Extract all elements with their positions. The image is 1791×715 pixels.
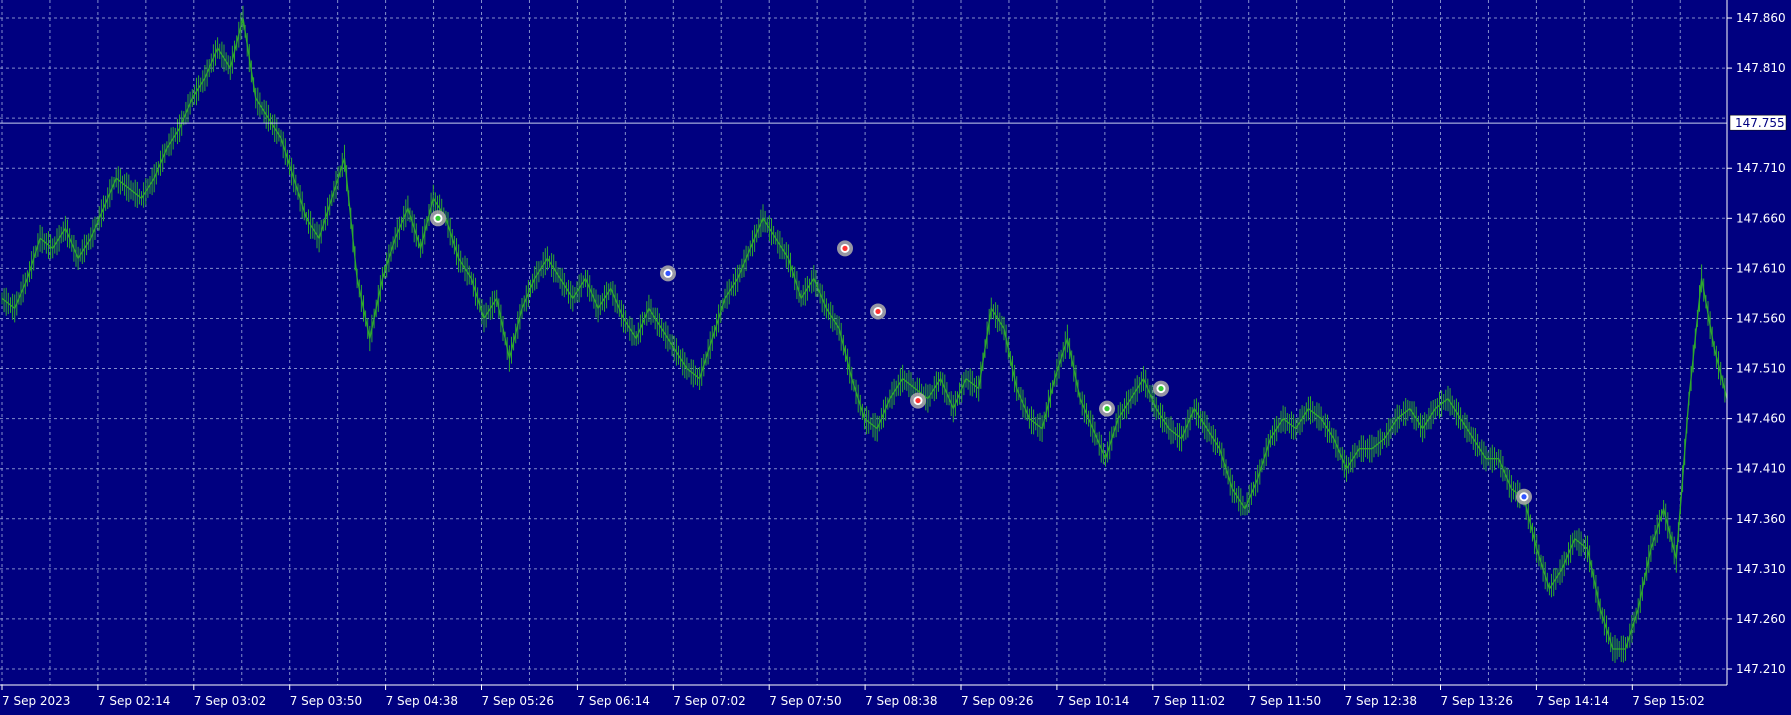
y-tick-label: 147.660 xyxy=(1736,211,1786,225)
current-price-layer: 147.755 xyxy=(0,114,1787,131)
y-tick-label: 147.210 xyxy=(1736,662,1786,676)
y-tick-label: 147.710 xyxy=(1736,161,1786,175)
trade-marker-dot xyxy=(915,397,921,404)
trade-marker-dot xyxy=(842,245,848,251)
x-tick-label: 7 Sep 11:02 xyxy=(1153,694,1225,708)
trade-marker-dot xyxy=(875,308,881,315)
x-tick-label: 7 Sep 07:50 xyxy=(769,694,841,708)
trade-marker-dot xyxy=(1104,406,1110,412)
y-tick-label: 147.460 xyxy=(1736,412,1786,426)
y-tick-label: 147.510 xyxy=(1736,362,1786,376)
x-tick-label: 7 Sep 07:02 xyxy=(673,694,745,708)
x-tick-label: 7 Sep 02:14 xyxy=(98,694,170,708)
y-tick-label: 147.860 xyxy=(1736,11,1786,25)
x-tick-label: 7 Sep 11:50 xyxy=(1249,694,1321,708)
trade-marker-dot xyxy=(1158,385,1164,392)
x-tick-label: 7 Sep 14:14 xyxy=(1536,694,1608,708)
x-tick-label: 7 Sep 04:38 xyxy=(386,694,458,708)
y-tick-label: 147.260 xyxy=(1736,612,1786,626)
y-tick-label: 147.560 xyxy=(1736,311,1786,325)
y-tick-label: 147.810 xyxy=(1736,61,1786,75)
current-price-label: 147.755 xyxy=(1735,116,1785,130)
y-tick-label: 147.360 xyxy=(1736,512,1786,526)
current-price-box xyxy=(1729,114,1787,131)
x-axis: 7 Sep 2023 7 Sep 02:14 7 Sep 03:02 7 Sep 03… xyxy=(0,684,1727,708)
y-axis: 147.860 147.810 147.710 147.660 147.610 147.5… xyxy=(1726,0,1786,685)
trade-marker-dot xyxy=(435,215,441,221)
x-tick-label: 7 Sep 15:02 xyxy=(1632,694,1704,708)
x-tick-label: 7 Sep 10:14 xyxy=(1057,694,1129,708)
trade-markers xyxy=(430,210,1532,505)
y-tick-label: 147.610 xyxy=(1736,261,1786,275)
x-tick-label: 7 Sep 03:50 xyxy=(290,694,362,708)
x-tick-label: 7 Sep 05:26 xyxy=(482,694,554,708)
x-tick-label: 7 Sep 13:26 xyxy=(1441,694,1513,708)
x-tick-label: 7 Sep 09:26 xyxy=(961,694,1033,708)
trade-marker-dot xyxy=(665,270,671,276)
y-tick-label: 147.410 xyxy=(1736,462,1786,476)
x-tick-label: 7 Sep 12:38 xyxy=(1345,694,1417,708)
series-layer xyxy=(1,5,1728,663)
x-tick-label: 7 Sep 06:14 xyxy=(577,694,649,708)
price-series-line xyxy=(1,17,1728,650)
trade-marker-dot xyxy=(1521,494,1527,500)
x-tick-label: 7 Sep 08:38 xyxy=(865,694,937,708)
x-tick-label: 7 Sep 03:02 xyxy=(194,694,266,708)
x-tick-label: 7 Sep 2023 xyxy=(2,694,70,708)
grid xyxy=(0,0,1727,685)
y-tick-label: 147.310 xyxy=(1736,562,1786,576)
